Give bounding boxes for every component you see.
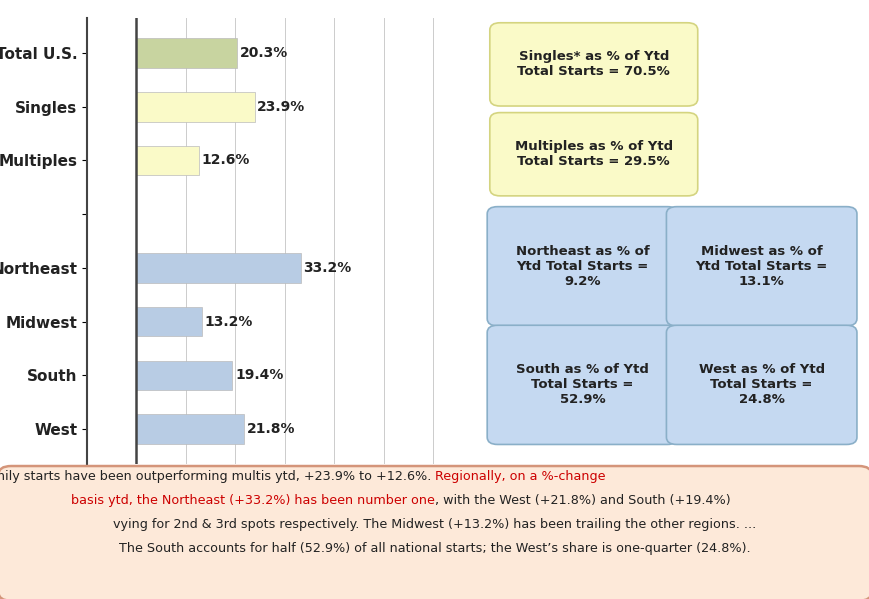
Text: basis ytd, the Northeast (+33.2%) has been number one: basis ytd, the Northeast (+33.2%) has be… — [71, 494, 434, 507]
Text: The South accounts for half (52.9%) of all national starts; the West’s share is : The South accounts for half (52.9%) of a… — [119, 542, 750, 555]
Text: 21.8%: 21.8% — [247, 422, 295, 436]
Text: vying for 2nd & 3rd spots respectively. The Midwest (+13.2%) has been trailing t: vying for 2nd & 3rd spots respectively. … — [113, 518, 756, 531]
Bar — [136, 361, 232, 390]
Text: Multiples as % of Ytd
Total Starts = 29.5%: Multiples as % of Ytd Total Starts = 29.… — [514, 140, 672, 168]
Bar — [136, 92, 255, 122]
Text: 13.2%: 13.2% — [204, 314, 252, 329]
Bar — [136, 307, 202, 337]
Text: 33.2%: 33.2% — [303, 261, 351, 275]
Text: 23.9%: 23.9% — [257, 100, 305, 114]
Text: Single-family starts have been outperforming multis ytd, +23.9% to +12.6%.: Single-family starts have been outperfor… — [0, 470, 434, 483]
Text: , with the West (+21.8%) and South (+19.4%): , with the West (+21.8%) and South (+19.… — [434, 494, 730, 507]
Text: Singles* as % of Ytd
Total Starts = 70.5%: Singles* as % of Ytd Total Starts = 70.5… — [517, 50, 669, 78]
Bar — [136, 146, 199, 176]
Bar — [136, 38, 236, 68]
Text: Midwest as % of
Ytd Total Starts =
13.1%: Midwest as % of Ytd Total Starts = 13.1% — [694, 245, 827, 288]
Text: 19.4%: 19.4% — [235, 368, 283, 382]
X-axis label: Ytd % Change: Ytd % Change — [220, 492, 349, 510]
Text: South as % of Ytd
Total Starts =
52.9%: South as % of Ytd Total Starts = 52.9% — [515, 364, 648, 406]
Bar — [136, 415, 244, 444]
Text: Northeast as % of
Ytd Total Starts =
9.2%: Northeast as % of Ytd Total Starts = 9.2… — [515, 245, 648, 288]
Text: 12.6%: 12.6% — [201, 153, 249, 168]
Text: West as % of Ytd
Total Starts =
24.8%: West as % of Ytd Total Starts = 24.8% — [698, 364, 824, 406]
Text: 20.3%: 20.3% — [239, 46, 288, 60]
Text: Regionally, on a %-change: Regionally, on a %-change — [434, 470, 605, 483]
Bar — [136, 253, 301, 283]
